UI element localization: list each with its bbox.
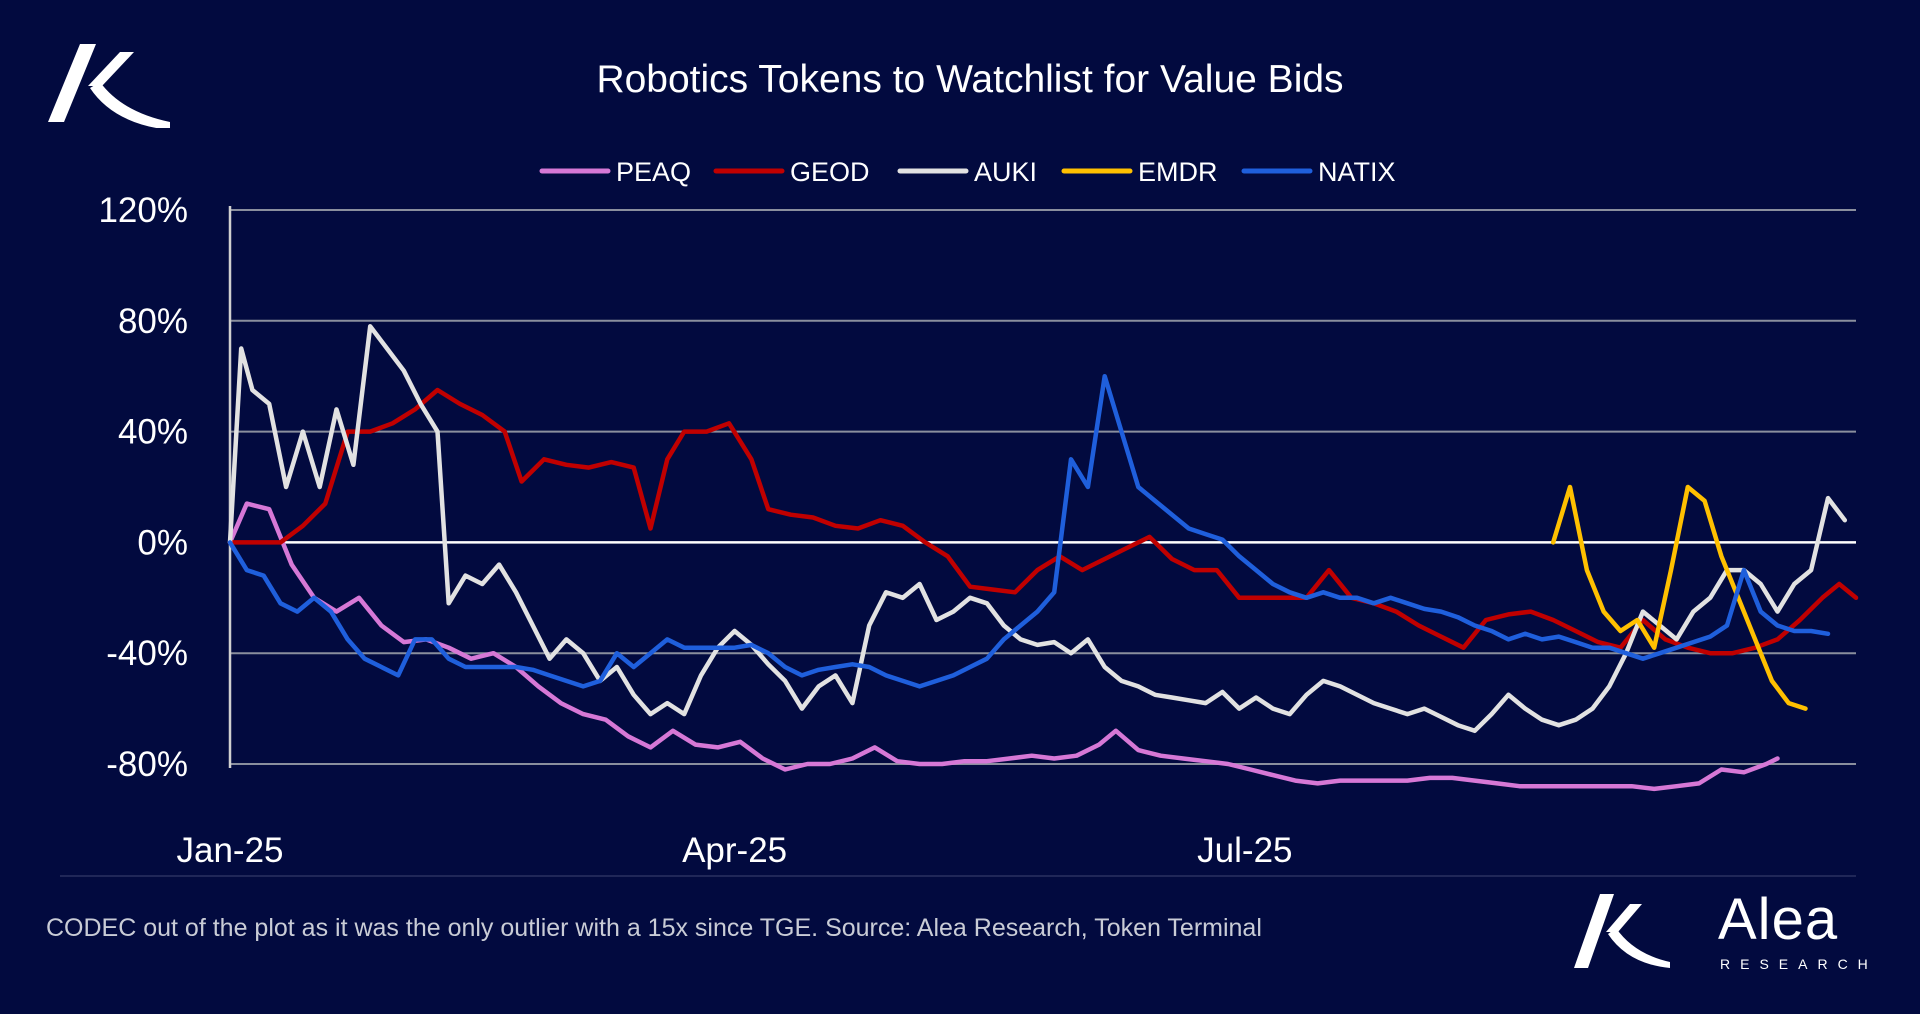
chart-plot: 120% 80% 40% 0% -40% -80% Jan-25 Apr-25 Jul-25 PE…	[60, 157, 1859, 877]
legend-label: PEAQ	[616, 157, 691, 187]
legend-label: NATIX	[1318, 157, 1396, 187]
y-tick-label: -40%	[106, 634, 188, 673]
series-line-emdr	[1550, 484, 1808, 711]
series-line-natix	[227, 373, 1831, 689]
x-tick-label: Jul-25	[1197, 831, 1292, 870]
brand-logo-icon	[1572, 890, 1892, 970]
series-line-peaq	[227, 501, 1780, 792]
series-line-geod	[227, 387, 1859, 656]
x-tick-label: Apr-25	[682, 831, 787, 870]
legend-label: AUKI	[974, 157, 1037, 187]
y-tick-label: 0%	[137, 523, 188, 562]
legend-label: GEOD	[790, 157, 870, 187]
brand-subtitle: RESEARCH	[1720, 956, 1878, 972]
y-tick-label: 80%	[118, 302, 188, 341]
alea-logo-icon	[44, 38, 174, 130]
chart-title: Robotics Tokens to Watchlist for Value B…	[596, 58, 1344, 101]
y-tick-label: 40%	[118, 413, 188, 452]
series-line-auki	[227, 324, 1848, 734]
brand-name: Alea	[1718, 887, 1839, 952]
footnote: CODEC out of the plot as it was the only…	[46, 914, 1262, 942]
x-tick-label: Jan-25	[176, 831, 283, 870]
y-tick-label: -80%	[106, 745, 188, 784]
legend-label: EMDR	[1138, 157, 1218, 187]
y-tick-label: 120%	[98, 191, 188, 230]
